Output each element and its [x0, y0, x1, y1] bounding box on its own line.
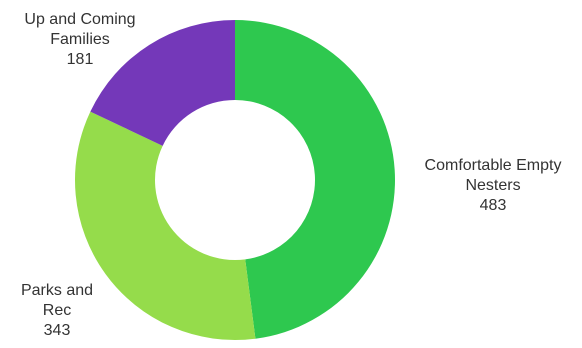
- slice-label-comfortable-empty-nesters: Comfortable Empty Nesters 483: [425, 157, 562, 214]
- slice-value-parks-and-rec: 343: [44, 322, 71, 339]
- slice-name-parks-and-rec: Rec: [43, 302, 71, 319]
- slice-label-up-and-coming-families: Up and Coming Families 181: [24, 11, 135, 68]
- slice-up-and-coming-families: [90, 20, 235, 146]
- slice-name-parks-and-rec: Parks and: [21, 282, 93, 299]
- slice-name-up-and-coming-families: Families: [50, 31, 110, 48]
- slice-label-parks-and-rec: Parks and Rec 343: [21, 282, 93, 339]
- slice-comfortable-empty-nesters: [235, 20, 395, 339]
- donut-slices: [75, 20, 395, 340]
- slice-name-comfortable-empty-nesters: Comfortable Empty: [425, 157, 562, 174]
- slice-name-up-and-coming-families: Up and Coming: [24, 11, 135, 28]
- slice-name-comfortable-empty-nesters: Nesters: [465, 177, 520, 194]
- slice-value-up-and-coming-families: 181: [67, 51, 94, 68]
- slice-value-comfortable-empty-nesters: 483: [480, 197, 507, 214]
- slice-parks-and-rec: [75, 111, 256, 340]
- slice-labels: Comfortable Empty Nesters 483 Parks and Rec 3…: [21, 11, 561, 339]
